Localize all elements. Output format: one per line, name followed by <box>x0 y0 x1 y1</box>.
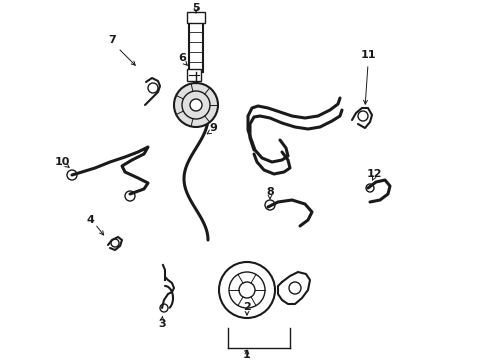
Text: 8: 8 <box>266 187 274 197</box>
Text: 12: 12 <box>366 169 382 179</box>
Circle shape <box>190 99 202 111</box>
Circle shape <box>174 83 218 127</box>
Text: 9: 9 <box>209 123 217 133</box>
Bar <box>187 69 201 81</box>
Text: 2: 2 <box>243 302 251 312</box>
Text: 11: 11 <box>360 50 376 60</box>
Polygon shape <box>278 272 310 304</box>
Text: 10: 10 <box>54 157 70 167</box>
Text: 4: 4 <box>86 215 94 225</box>
Text: 5: 5 <box>192 3 200 13</box>
Text: 1: 1 <box>243 350 251 360</box>
Text: 3: 3 <box>158 319 166 329</box>
Text: 6: 6 <box>178 53 186 63</box>
Text: 7: 7 <box>108 35 116 45</box>
Bar <box>187 12 205 23</box>
Bar <box>189 22 203 72</box>
